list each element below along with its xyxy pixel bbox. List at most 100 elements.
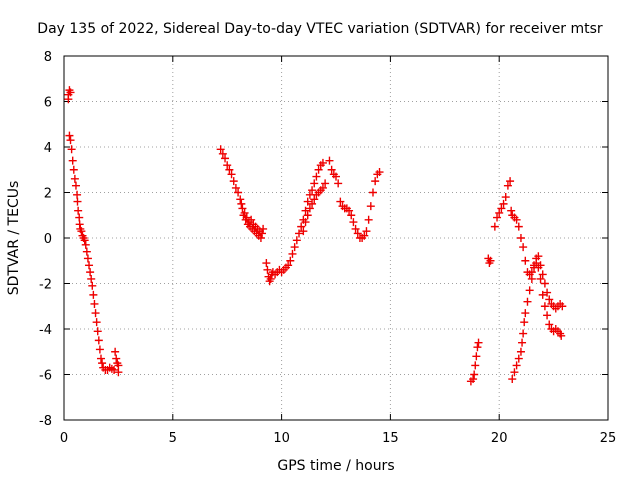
data-point: [95, 345, 104, 354]
data-point: [558, 302, 567, 311]
data-point: [77, 227, 86, 236]
data-point: [364, 215, 373, 224]
x-tick-label: 20: [491, 431, 508, 446]
data-point: [557, 331, 566, 340]
data-point: [88, 281, 97, 290]
data-point: [85, 261, 94, 270]
data-point: [290, 243, 299, 252]
data-point: [495, 208, 504, 217]
data-point: [74, 206, 83, 215]
data-point: [503, 181, 512, 190]
data-point: [334, 179, 343, 188]
x-tick-label: 10: [273, 431, 290, 446]
data-point: [507, 206, 516, 215]
data-point: [538, 290, 547, 299]
data-point: [336, 197, 345, 206]
data-point: [218, 149, 227, 158]
data-point: [247, 215, 256, 224]
data-point: [501, 193, 510, 202]
ticks-layer: 0 5 10 15 20 25 -8 -6 -4 -2 0 2 4 6 8: [39, 50, 616, 446]
data-point: [312, 172, 321, 181]
data-point: [223, 161, 232, 170]
data-point: [514, 354, 523, 363]
data-point: [229, 177, 238, 186]
data-point: [321, 179, 330, 188]
data-point: [327, 165, 336, 174]
data-point: [227, 170, 236, 179]
data-point: [73, 197, 82, 206]
data-point: [65, 131, 74, 140]
data-point: [90, 299, 99, 308]
data-point: [536, 261, 545, 270]
y-tick-label: -4: [39, 323, 52, 338]
grid-layer: [64, 56, 608, 420]
data-point: [310, 179, 319, 188]
data-point: [303, 211, 312, 220]
data-point: [310, 195, 319, 204]
data-point: [308, 199, 317, 208]
data-point: [87, 274, 96, 283]
data-point: [69, 165, 78, 174]
data-point: [305, 204, 314, 213]
y-tick-label: -8: [39, 414, 52, 429]
data-point: [508, 375, 517, 384]
x-axis-label: GPS time / hours: [277, 458, 394, 474]
data-point: [516, 347, 525, 356]
data-point: [225, 165, 234, 174]
data-point: [98, 359, 107, 368]
y-tick-label: 0: [44, 232, 52, 247]
data-point: [518, 338, 527, 347]
data-point: [112, 354, 121, 363]
data-point: [93, 327, 102, 336]
data-point: [514, 222, 523, 231]
data-point: [472, 352, 481, 361]
data-point: [368, 188, 377, 197]
data-point: [527, 274, 536, 283]
data-point: [240, 208, 249, 217]
data-point: [258, 229, 267, 238]
data-point: [371, 177, 380, 186]
data-point: [301, 218, 310, 227]
data-point: [288, 249, 297, 258]
data-point: [536, 274, 545, 283]
data-point: [75, 213, 84, 222]
data-point: [512, 361, 521, 370]
data-point: [545, 320, 554, 329]
data-point: [534, 252, 543, 261]
data-point: [66, 136, 75, 145]
data-point: [303, 197, 312, 206]
data-point: [86, 268, 95, 277]
data-point: [325, 156, 334, 165]
data-point: [82, 247, 91, 256]
y-tick-label: 2: [44, 187, 52, 202]
data-point: [81, 240, 90, 249]
data-point: [519, 243, 528, 252]
x-tick-label: 25: [600, 431, 617, 446]
data-point: [347, 211, 356, 220]
data-point: [238, 204, 247, 213]
data-point: [295, 229, 304, 238]
data-point: [469, 375, 478, 384]
data-point: [301, 206, 310, 215]
data-point: [89, 290, 98, 299]
data-point: [94, 336, 103, 345]
data-point: [111, 347, 120, 356]
data-point: [470, 370, 479, 379]
data-point: [540, 302, 549, 311]
data-point: [530, 263, 539, 272]
data-point: [70, 174, 79, 183]
x-tick-label: 15: [382, 431, 399, 446]
data-point: [83, 254, 92, 263]
data-point: [114, 368, 123, 377]
data-point: [516, 234, 525, 242]
data-point: [284, 261, 293, 270]
data-point: [318, 158, 327, 167]
data-point: [545, 295, 554, 304]
data-point: [73, 190, 82, 199]
data-point: [91, 309, 100, 318]
x-tick-label: 5: [169, 431, 177, 446]
data-point: [349, 218, 358, 227]
data-point: [506, 177, 515, 186]
y-tick-label: 4: [44, 141, 52, 156]
data-point: [538, 270, 547, 279]
